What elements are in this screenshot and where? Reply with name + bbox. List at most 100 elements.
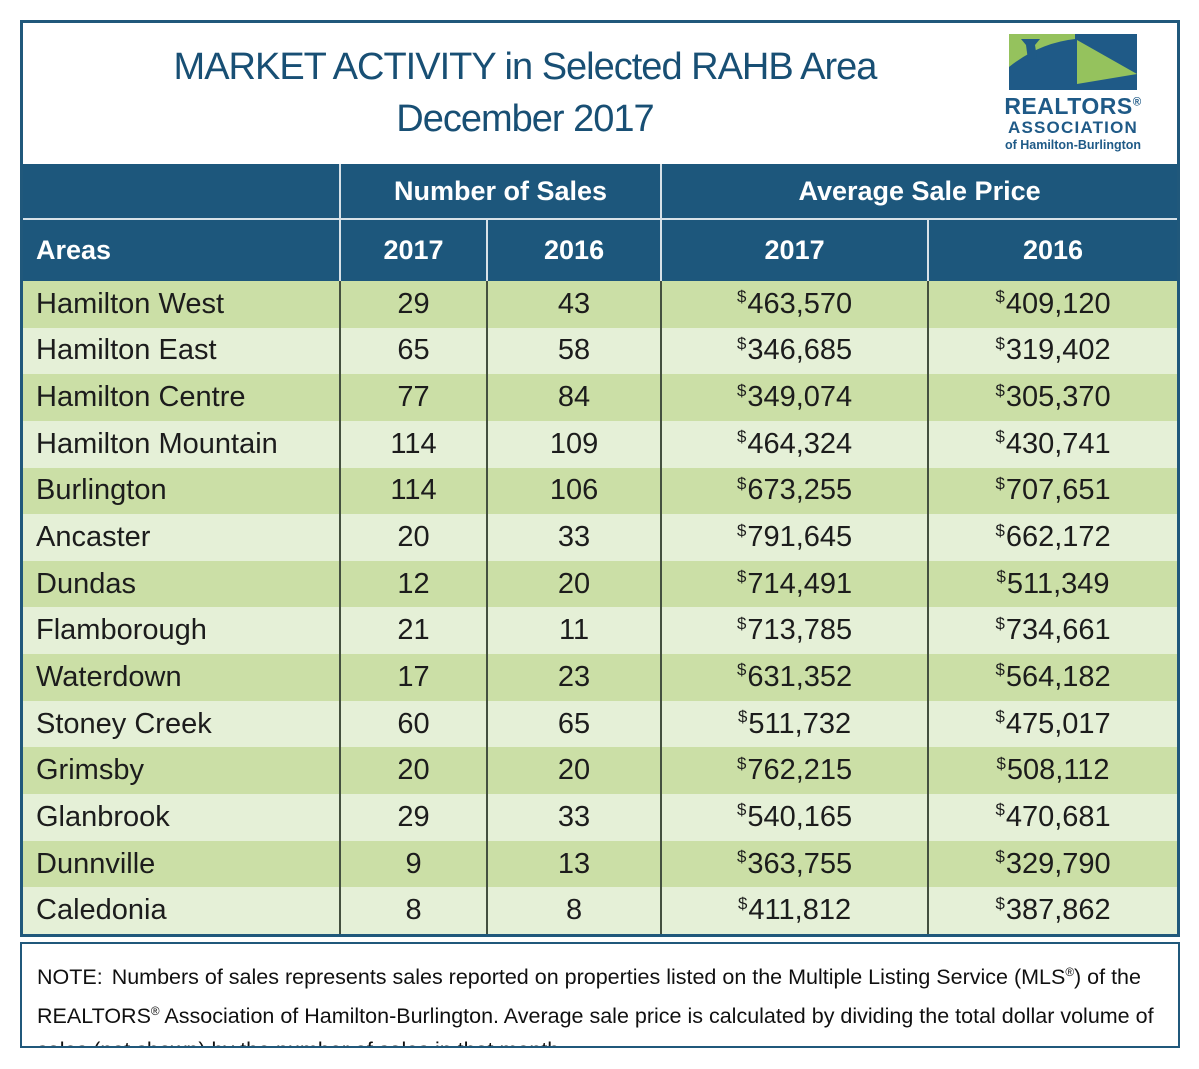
note-text: NOTE: Numbers of sales represents sales r…: [37, 965, 1154, 1046]
sales-2016-cell: 84: [488, 374, 663, 421]
column-header-areas: Areas: [23, 220, 342, 281]
table-group-header-row: Number of Sales Average Sale Price: [23, 164, 1177, 220]
avg-price-2016-cell: $470,681: [929, 794, 1177, 841]
sales-2016-cell: 33: [488, 794, 663, 841]
table-row-hamilton-east: Hamilton East 65 58 $346,685 $319,402: [23, 327, 1177, 375]
rahb-logo: REALTORS® ASSOCIATION of Hamilton-Burlin…: [987, 33, 1177, 154]
note-box: NOTE: Numbers of sales represents sales r…: [20, 942, 1180, 1048]
sales-2016-cell: 20: [488, 747, 663, 795]
sales-2016-cell: 106: [488, 467, 663, 515]
column-header-price-2017: 2017: [662, 220, 930, 281]
table-row-waterdown: Waterdown 17 23 $631,352 $564,182: [23, 654, 1177, 701]
avg-price-2017-cell: $540,165: [662, 794, 930, 841]
rahb-house-icon: [1009, 33, 1137, 90]
avg-price-2017-cell: $349,074: [662, 374, 930, 421]
sales-2017-cell: 60: [341, 700, 489, 748]
logo-wordmark-realtors: REALTORS®: [1004, 92, 1142, 119]
table-row-stoney-creek: Stoney Creek 60 65 $511,732 $475,017: [23, 700, 1177, 748]
area-cell: Stoney Creek: [23, 700, 342, 748]
avg-price-2016-cell: $387,862: [929, 887, 1177, 934]
table-row-ancaster: Ancaster 20 33 $791,645 $662,172: [23, 514, 1177, 561]
sales-2016-cell: 65: [488, 700, 663, 748]
avg-price-2017-cell: $673,255: [662, 467, 930, 515]
title-line-1: MARKET ACTIVITY in Selected RAHB Area: [173, 46, 878, 89]
avg-price-2016-cell: $508,112: [929, 747, 1177, 795]
sales-2017-cell: 20: [341, 514, 489, 561]
report-box: MARKET ACTIVITY in Selected RAHB Area De…: [20, 20, 1180, 937]
sales-2017-cell: 29: [341, 281, 489, 328]
table-row-dunnville: Dunnville 9 13 $363,755 $329,790: [23, 840, 1177, 888]
table-body: Hamilton West 29 43 $463,570 $409,120 Ha…: [23, 281, 1177, 934]
area-cell: Glanbrook: [23, 794, 342, 841]
group-header-number-of-sales: Number of Sales: [341, 164, 663, 218]
avg-price-2016-cell: $707,651: [929, 467, 1177, 515]
avg-price-2016-cell: $409,120: [929, 281, 1177, 328]
sales-2017-cell: 65: [341, 327, 489, 375]
registered-mark-icon: ®: [1132, 95, 1142, 108]
avg-price-2016-cell: $564,182: [929, 654, 1177, 701]
table-row-hamilton-west: Hamilton West 29 43 $463,570 $409,120: [23, 281, 1177, 328]
table-row-burlington: Burlington 114 106 $673,255 $707,651: [23, 467, 1177, 515]
column-header-price-2016: 2016: [1023, 235, 1084, 265]
table-row-hamilton-mountain: Hamilton Mountain 114 109 $464,324 $430,…: [23, 420, 1177, 468]
sales-2016-cell: 11: [488, 607, 663, 655]
sales-2016-cell: 33: [488, 514, 663, 561]
area-cell: Flamborough: [23, 607, 342, 655]
table-row-hamilton-centre: Hamilton Centre 77 84 $349,074 $305,370: [23, 374, 1177, 421]
column-header-sales-2017: 2017: [341, 220, 489, 281]
sales-2017-cell: 21: [341, 607, 489, 655]
table-row-flamborough: Flamborough 21 11 $713,785 $734,661: [23, 607, 1177, 655]
column-header-sales-2016: 2016: [488, 220, 663, 281]
avg-price-2016-cell: $734,661: [929, 607, 1177, 655]
table-row-glanbrook: Glanbrook 29 33 $540,165 $470,681: [23, 794, 1177, 841]
sales-2017-cell: 114: [341, 467, 489, 515]
avg-price-2016-cell: $475,017: [929, 700, 1177, 748]
avg-price-2017-cell: $464,324: [662, 420, 930, 468]
area-cell: Waterdown: [23, 654, 342, 701]
avg-price-2017-cell: $463,570: [662, 281, 930, 328]
page-title: MARKET ACTIVITY in Selected RAHB Area De…: [23, 42, 987, 145]
avg-price-2016-cell: $319,402: [929, 327, 1177, 375]
area-cell: Ancaster: [23, 514, 342, 561]
avg-price-2016-cell: $662,172: [929, 514, 1177, 561]
table-column-header-row: Areas 2017 2016 2017 2016: [23, 220, 1177, 281]
table-row-caledonia: Caledonia 8 8 $411,812 $387,862: [23, 887, 1177, 934]
sales-2017-cell: 114: [341, 420, 489, 468]
avg-price-2017-cell: $631,352: [662, 654, 930, 701]
group-header-areas-spacer: [23, 164, 342, 218]
sales-2016-cell: 109: [488, 420, 663, 468]
table-row-grimsby: Grimsby 20 20 $762,215 $508,112: [23, 747, 1177, 795]
logo-tagline: of Hamilton-Burlington: [1004, 138, 1142, 153]
area-cell: Dunnville: [23, 840, 342, 888]
sales-2017-cell: 9: [341, 840, 489, 888]
note-label: NOTE:: [37, 965, 103, 990]
sales-2016-cell: 43: [488, 281, 663, 328]
avg-price-2017-cell: $346,685: [662, 327, 930, 375]
area-cell: Grimsby: [23, 747, 342, 795]
title-bar: MARKET ACTIVITY in Selected RAHB Area De…: [23, 23, 1177, 164]
area-cell: Hamilton Mountain: [23, 420, 342, 468]
avg-price-2017-cell: $762,215: [662, 747, 930, 795]
area-cell: Hamilton East: [23, 327, 342, 375]
sales-2017-cell: 77: [341, 374, 489, 421]
avg-price-2017-cell: $411,812: [662, 887, 930, 934]
avg-price-2016-cell: $305,370: [929, 374, 1177, 421]
sales-2017-cell: 12: [341, 560, 489, 608]
area-cell: Hamilton West: [23, 281, 342, 328]
avg-price-2017-cell: $714,491: [662, 560, 930, 608]
sales-2017-cell: 17: [341, 654, 489, 701]
avg-price-2017-cell: $713,785: [662, 607, 930, 655]
avg-price-2016-cell: $511,349: [929, 560, 1177, 608]
sales-2016-cell: 58: [488, 327, 663, 375]
avg-price-2017-cell: $791,645: [662, 514, 930, 561]
sales-2017-cell: 20: [341, 747, 489, 795]
sales-2017-cell: 29: [341, 794, 489, 841]
table-row-dundas: Dundas 12 20 $714,491 $511,349: [23, 560, 1177, 608]
sales-2016-cell: 20: [488, 560, 663, 608]
market-activity-report: MARKET ACTIVITY in Selected RAHB Area De…: [20, 20, 1180, 1048]
sales-2017-cell: 8: [341, 887, 489, 934]
area-cell: Dundas: [23, 560, 342, 608]
group-header-average-sale-price: Average Sale Price: [798, 175, 1041, 206]
avg-price-2017-cell: $511,732: [662, 700, 930, 748]
sales-2016-cell: 8: [488, 887, 663, 934]
